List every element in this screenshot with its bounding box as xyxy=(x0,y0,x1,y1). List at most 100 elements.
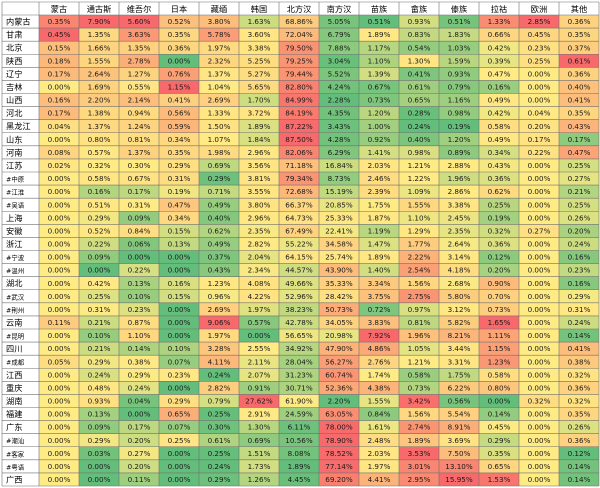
heatmap-cell xyxy=(359,132,399,146)
cell-value: 0.08% xyxy=(48,148,71,157)
heatmap-cell xyxy=(39,145,79,159)
heatmap-cell xyxy=(199,368,239,382)
cell-value: 0.81% xyxy=(128,135,151,144)
heatmap-cell xyxy=(399,394,439,408)
cell-value: 0.00% xyxy=(528,305,551,314)
cell-value: 0.71% xyxy=(208,187,231,196)
row-label: #荆州 xyxy=(6,305,24,314)
cell-value: 0.00% xyxy=(48,292,71,301)
cell-value: 0.13% xyxy=(128,279,151,288)
cell-value: 1.75% xyxy=(448,370,471,379)
heatmap-cell xyxy=(439,329,479,343)
cell-value: 0.16% xyxy=(88,187,111,196)
cell-value: 4.86% xyxy=(368,344,391,353)
cell-value: 8.08% xyxy=(288,449,311,458)
heatmap-cell xyxy=(559,329,599,343)
heatmap-cell xyxy=(119,263,159,277)
heatmap-cell xyxy=(319,342,359,356)
heatmap-cell xyxy=(519,237,559,251)
cell-value: 0.05% xyxy=(48,357,71,366)
heatmap-cell xyxy=(79,381,119,395)
column-header: 拉祜 xyxy=(491,4,507,14)
cell-value: 0.66% xyxy=(488,30,511,39)
heatmap-cell xyxy=(319,302,359,316)
row-label: 福建 xyxy=(6,409,22,419)
cell-value: 0.29% xyxy=(168,161,191,170)
heatmap-cell xyxy=(119,302,159,316)
heatmap-cell xyxy=(399,342,439,356)
cell-value: 1.65% xyxy=(488,318,511,327)
heatmap-cell xyxy=(159,368,199,382)
cell-value: 0.00% xyxy=(48,174,71,183)
row-label: 北京 xyxy=(6,43,22,53)
heatmap-cell xyxy=(399,185,439,199)
cell-value: 0.00% xyxy=(48,423,71,432)
heatmap-cell xyxy=(279,41,319,55)
cell-value: 4.11% xyxy=(208,357,231,366)
cell-value: 4.24% xyxy=(328,83,351,92)
cell-value: 4.28% xyxy=(328,135,351,144)
heatmap-cell xyxy=(479,67,519,81)
cell-value: 0.93% xyxy=(88,397,111,406)
cell-value: 1.11% xyxy=(488,331,511,340)
heatmap-cell xyxy=(479,263,519,277)
cell-value: 0.00% xyxy=(128,410,151,419)
cell-value: 0.00% xyxy=(528,423,551,432)
cell-value: 2.46% xyxy=(368,174,391,183)
heatmap-cell xyxy=(479,185,519,199)
heatmap-cell xyxy=(119,368,159,382)
heatmap-cell xyxy=(199,54,239,68)
heatmap-cell xyxy=(199,263,239,277)
heatmap-cell xyxy=(559,93,599,107)
heatmap-cell xyxy=(239,420,279,434)
heatmap-cell xyxy=(559,54,599,68)
heatmap-cell xyxy=(79,185,119,199)
cell-value: 1.55% xyxy=(88,56,111,65)
cell-value: 2.55% xyxy=(248,344,271,353)
heatmap-cell xyxy=(279,237,319,251)
cell-value: 0.31% xyxy=(568,305,591,314)
cell-value: 1.89% xyxy=(368,253,391,262)
heatmap-cell xyxy=(359,472,399,486)
cell-value: 1.26% xyxy=(248,475,271,484)
heatmap-cell xyxy=(239,342,279,356)
cell-value: 0.32% xyxy=(528,397,551,406)
heatmap-cell xyxy=(199,158,239,172)
column-header: 畲族 xyxy=(411,4,427,14)
heatmap-cell xyxy=(399,446,439,460)
heatmap-cell xyxy=(559,420,599,434)
cell-value: 38.23% xyxy=(285,305,313,314)
cell-value: 64.15% xyxy=(285,253,313,262)
cell-value: 1.98% xyxy=(208,148,231,157)
row-label-background xyxy=(2,250,39,264)
heatmap-cell xyxy=(199,381,239,395)
cell-value: 0.25% xyxy=(208,410,231,419)
cell-value: 2.35% xyxy=(248,226,271,235)
column-header: 其他 xyxy=(571,4,587,14)
heatmap-cell xyxy=(399,158,439,172)
heatmap-cell xyxy=(39,329,79,343)
heatmap-cell xyxy=(79,472,119,486)
cell-value: 0.07% xyxy=(168,357,191,366)
cell-value: 55.22% xyxy=(285,240,313,249)
cell-value: 6.22% xyxy=(448,383,471,392)
heatmap-cell xyxy=(479,224,519,238)
cell-value: 1.69% xyxy=(88,83,111,92)
cell-value: 2.74% xyxy=(408,423,431,432)
cell-value: 0.65% xyxy=(168,410,191,419)
cell-value: 0.41% xyxy=(568,344,591,353)
cell-value: 0.00% xyxy=(88,475,111,484)
cell-value: 25.74% xyxy=(325,253,353,262)
cell-value: 69.20% xyxy=(325,475,353,484)
cell-value: 2.96% xyxy=(248,213,271,222)
heatmap-cell xyxy=(279,80,319,94)
heatmap-cell xyxy=(199,119,239,133)
heatmap-cell xyxy=(519,106,559,120)
row-label: 湖南 xyxy=(6,396,22,406)
heatmap-cell xyxy=(279,224,319,238)
cell-value: 15.19% xyxy=(325,187,353,196)
cell-value: 0.00% xyxy=(528,449,551,458)
heatmap-cell xyxy=(479,80,519,94)
heatmap-cell xyxy=(359,185,399,199)
